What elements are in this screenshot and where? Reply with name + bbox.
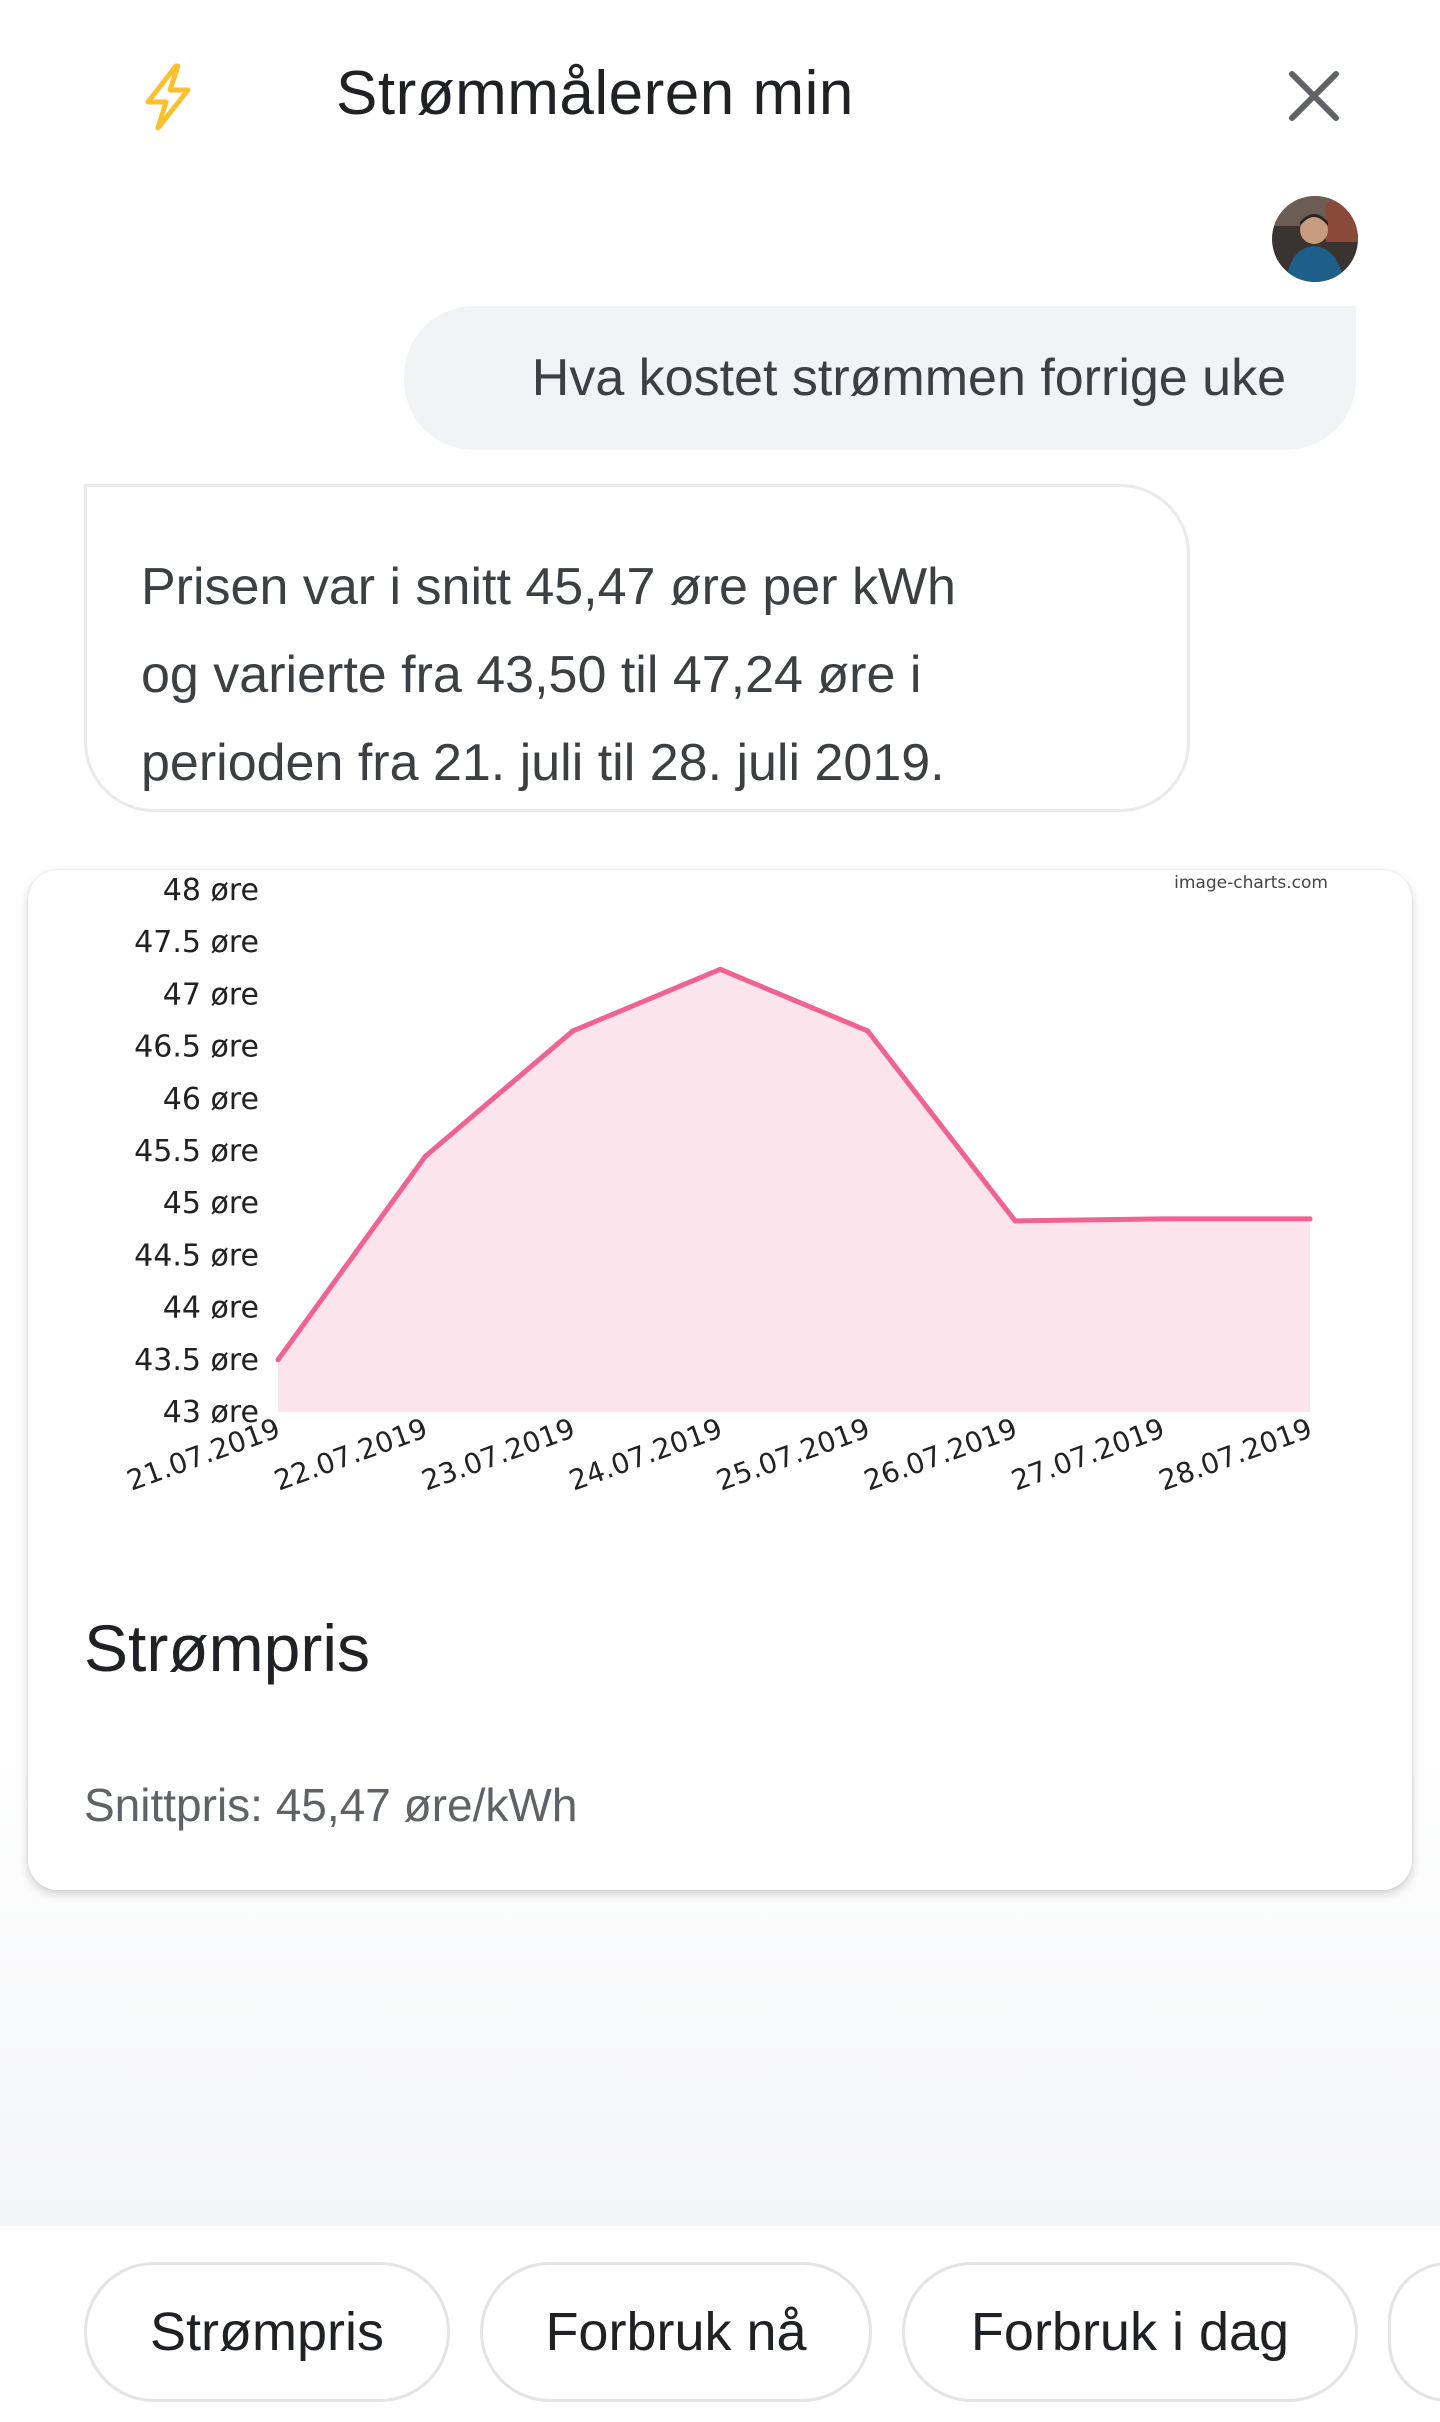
x-tick-label: 27.07.2019 (1007, 1412, 1169, 1498)
suggestion-chip-strompris[interactable]: Strømpris (84, 2262, 450, 2402)
suggestion-chip-label: Strømpris (150, 2302, 384, 2362)
chart-area-fill (278, 969, 1310, 1412)
x-tick-label: 22.07.2019 (270, 1412, 432, 1498)
chart-data-point (717, 966, 723, 972)
chart-data-point (1012, 1218, 1018, 1224)
suggestion-bar: Strømpris Forbruk nå Forbruk i dag (0, 2226, 1440, 2422)
x-tick-label: 26.07.2019 (860, 1412, 1022, 1498)
chart-data-point (865, 1028, 871, 1034)
assistant-message-bubble: Prisen var i snitt 45,47 øre per kWh og … (84, 484, 1190, 812)
assistant-message-line: og varierte fra 43,50 til 47,24 øre i (141, 646, 922, 704)
y-tick-label: 46 øre (163, 1082, 259, 1117)
chart-data-point (422, 1153, 428, 1159)
price-chart: 43 øre 43.5 øre 44 øre 44.5 øre 45 øre 45.5 ø… (122, 873, 1328, 1498)
chart-watermark: image-charts.com (1174, 873, 1328, 893)
card-subtitle: Snittpris: 45,47 øre/kWh (84, 1779, 578, 1831)
y-tick-label: 45.5 øre (134, 1134, 259, 1169)
chart-data-point (570, 1028, 576, 1034)
suggestion-chip-more[interactable] (1388, 2262, 1440, 2402)
suggestion-chip-label: Forbruk i dag (970, 2302, 1290, 2362)
avatar-image (1272, 196, 1358, 282)
lightning-bolt-icon (145, 63, 191, 131)
chart-data-point (275, 1357, 281, 1363)
x-tick-label: 23.07.2019 (417, 1412, 579, 1498)
user-avatar (1272, 196, 1358, 282)
y-tick-label: 44 øre (163, 1291, 259, 1326)
chart-series-line (275, 966, 1310, 1362)
card-title: Strømpris (84, 1611, 370, 1685)
chart-data-point (1160, 1216, 1166, 1222)
y-tick-label: 47 øre (163, 977, 259, 1012)
x-tick-label: 25.07.2019 (712, 1412, 874, 1498)
y-tick-label: 44.5 øre (134, 1238, 259, 1273)
y-tick-label: 46.5 øre (134, 1030, 259, 1065)
y-tick-label: 43 øre (163, 1395, 259, 1430)
close-icon[interactable] (1282, 64, 1346, 128)
user-message-bubble: Hva kostet strømmen forrige uke (404, 306, 1356, 450)
y-tick-label: 48 øre (163, 873, 259, 908)
y-tick-label: 45 øre (163, 1186, 259, 1221)
y-tick-label: 47.5 øre (134, 925, 259, 960)
x-tick-label: 24.07.2019 (565, 1412, 727, 1498)
app-header: Strømmåleren min (0, 0, 1440, 190)
user-message-text: Hva kostet strømmen forrige uke (531, 349, 1286, 407)
y-tick-label: 43.5 øre (134, 1343, 259, 1378)
suggestion-chip-label: Forbruk nå (545, 2302, 807, 2362)
assistant-message-line: Prisen var i snitt 45,47 øre per kWh (141, 558, 956, 616)
assistant-message-line: perioden fra 21. juli til 28. juli 2019. (141, 734, 945, 792)
app-title: Strømmåleren min (336, 59, 854, 128)
suggestion-chip-forbruk-i-dag[interactable]: Forbruk i dag (902, 2262, 1358, 2402)
suggestion-chip-forbruk-na[interactable]: Forbruk nå (480, 2262, 872, 2402)
chart-data-point (1307, 1216, 1313, 1222)
price-card[interactable]: 43 øre 43.5 øre 44 øre 44.5 øre 45 øre 45.5 ø… (28, 870, 1412, 1890)
x-tick-label: 28.07.2019 (1154, 1412, 1316, 1498)
